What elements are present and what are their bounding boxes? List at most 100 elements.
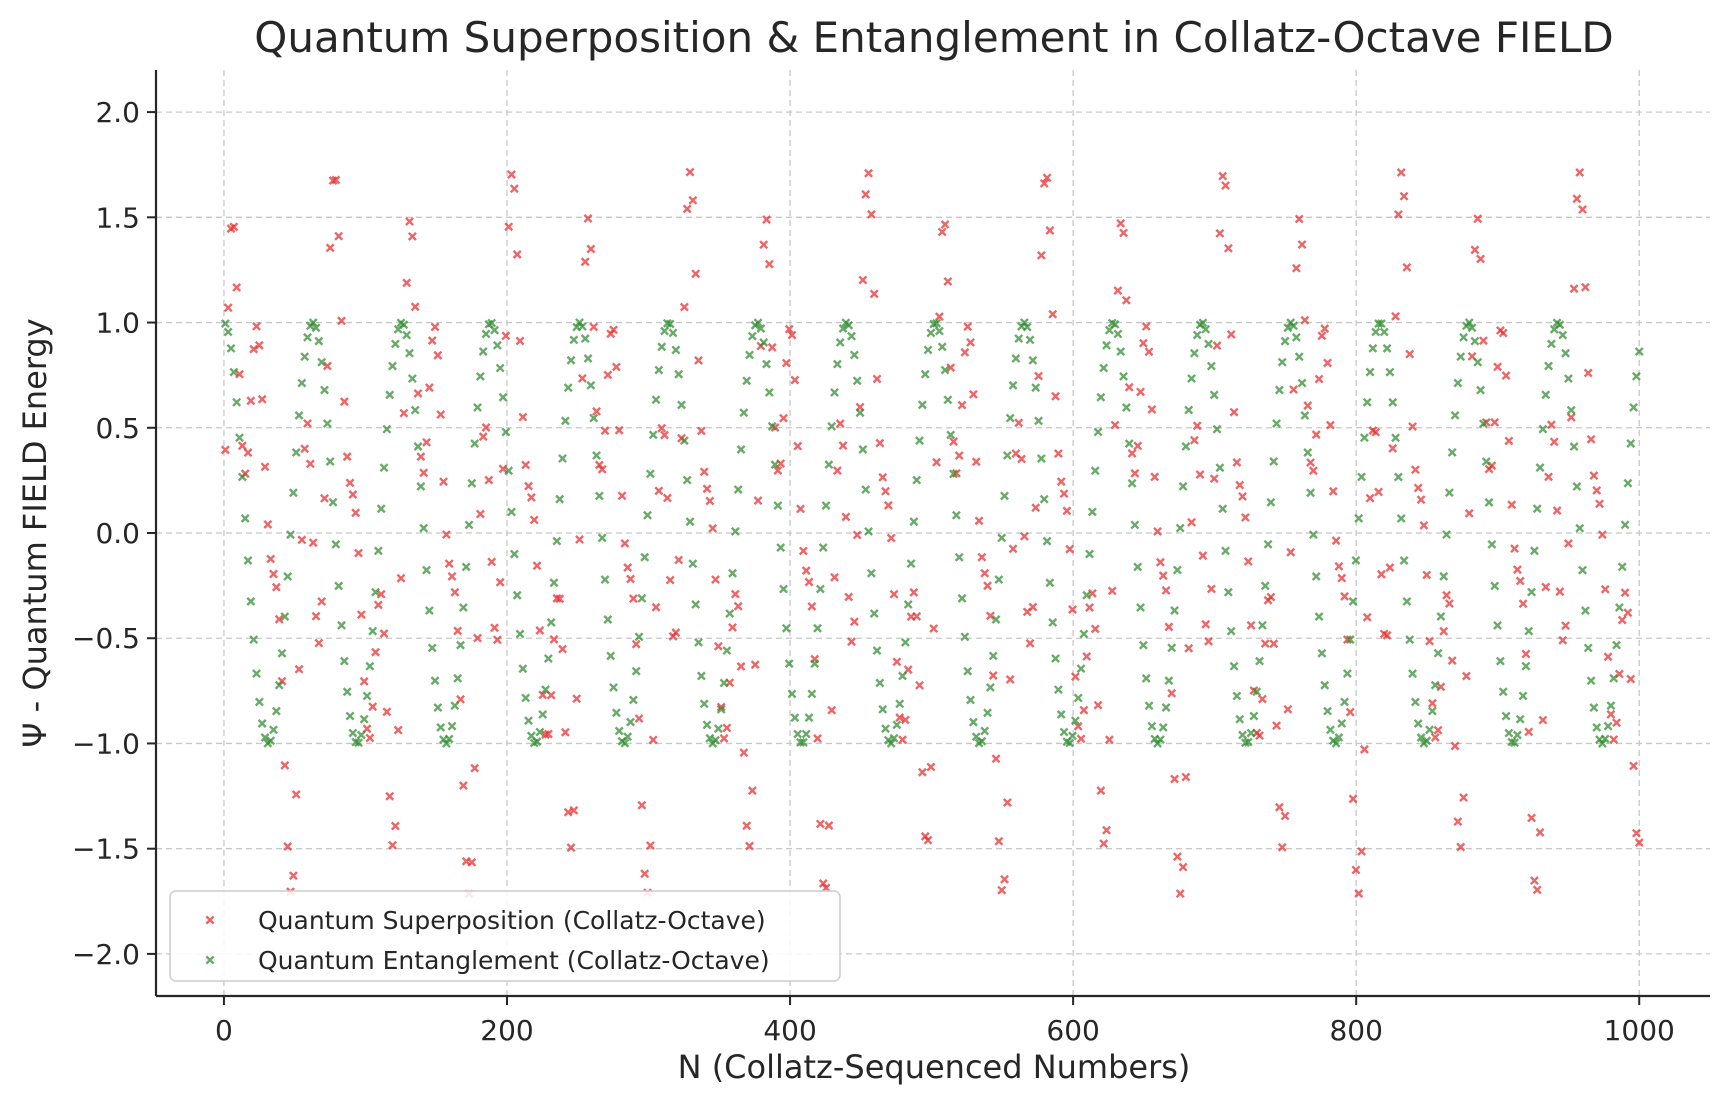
data-point <box>798 546 808 556</box>
data-point <box>745 841 754 851</box>
data-point <box>1507 500 1517 510</box>
data-point <box>532 561 542 571</box>
data-point <box>1578 205 1588 214</box>
data-point <box>728 568 737 578</box>
data-point <box>1136 387 1145 397</box>
data-point <box>240 513 250 523</box>
data-point <box>1187 517 1196 527</box>
data-point <box>1334 561 1344 571</box>
data-point <box>1102 340 1111 350</box>
data-point <box>1133 441 1143 451</box>
data-point <box>705 496 715 506</box>
data-point <box>1045 226 1055 235</box>
data-point <box>1626 674 1636 684</box>
data-point <box>1476 254 1486 264</box>
data-point <box>589 322 599 332</box>
data-point <box>892 720 902 730</box>
data-point <box>490 623 499 633</box>
data-point <box>832 466 842 476</box>
data-point <box>1153 526 1162 536</box>
data-point <box>1617 615 1627 625</box>
data-point <box>1172 565 1182 575</box>
data-point <box>291 789 301 799</box>
data-point <box>1617 562 1627 572</box>
legend-label: Quantum Entanglement (Collatz-Octave) <box>258 946 770 975</box>
data-point <box>1206 361 1216 371</box>
y-tick-label: −2.0 <box>72 938 140 971</box>
data-point <box>388 361 397 371</box>
data-point <box>1586 434 1596 444</box>
data-point <box>827 421 837 431</box>
data-point <box>1470 336 1480 346</box>
data-point <box>1085 549 1094 559</box>
data-point <box>257 719 267 728</box>
x-tick-label: 800 <box>1329 1014 1382 1047</box>
data-point <box>283 842 293 851</box>
data-point <box>1546 420 1556 430</box>
data-point <box>294 410 304 420</box>
data-point <box>966 695 975 705</box>
data-point <box>1626 439 1636 448</box>
data-point <box>424 383 434 393</box>
data-point <box>371 647 380 657</box>
data-point <box>475 371 485 381</box>
data-point <box>1065 544 1075 554</box>
data-point <box>1019 531 1029 541</box>
data-point <box>308 538 318 548</box>
data-point <box>1056 477 1066 487</box>
data-point <box>416 452 426 462</box>
data-point <box>677 400 686 410</box>
data-point <box>1243 737 1253 747</box>
data-point <box>518 412 528 422</box>
data-point <box>838 441 848 451</box>
data-point <box>1255 656 1264 666</box>
data-point <box>1181 772 1191 782</box>
data-point <box>1317 648 1327 658</box>
data-point <box>903 600 913 609</box>
data-point <box>1110 420 1120 430</box>
data-point <box>691 269 701 279</box>
data-point <box>266 736 276 746</box>
data-point <box>1019 318 1029 328</box>
data-point <box>1365 367 1375 377</box>
data-point <box>1124 439 1134 449</box>
data-point <box>886 533 896 543</box>
data-point <box>1589 471 1599 481</box>
data-point <box>1589 703 1599 713</box>
data-point <box>1260 581 1270 591</box>
data-points <box>220 167 1644 899</box>
data-point <box>1164 622 1174 632</box>
data-point <box>1260 639 1270 648</box>
data-point <box>1070 672 1080 682</box>
data-point <box>373 546 383 556</box>
data-point <box>1002 450 1012 460</box>
data-point <box>713 724 723 734</box>
data-point <box>1104 735 1114 745</box>
data-point <box>385 390 395 400</box>
data-point <box>566 355 576 365</box>
data-point <box>348 490 358 499</box>
data-point <box>1229 407 1239 417</box>
data-point <box>753 318 763 328</box>
data-point <box>1572 482 1582 491</box>
data-point <box>297 535 307 545</box>
data-point <box>1600 584 1610 594</box>
data-point <box>1450 410 1460 420</box>
data-point <box>416 481 426 491</box>
data-point <box>742 376 752 386</box>
data-point <box>815 819 825 829</box>
data-point <box>1614 602 1624 612</box>
data-point <box>577 373 587 383</box>
data-point <box>742 821 752 831</box>
data-point <box>932 457 941 467</box>
data-point <box>1416 495 1426 505</box>
data-point <box>793 441 803 451</box>
data-point <box>1504 436 1514 446</box>
data-point <box>1195 470 1205 480</box>
data-point <box>1119 371 1128 381</box>
data-point <box>430 676 440 686</box>
data-point <box>660 326 669 336</box>
data-point <box>889 589 899 599</box>
data-point <box>603 615 613 624</box>
data-point <box>934 312 944 322</box>
